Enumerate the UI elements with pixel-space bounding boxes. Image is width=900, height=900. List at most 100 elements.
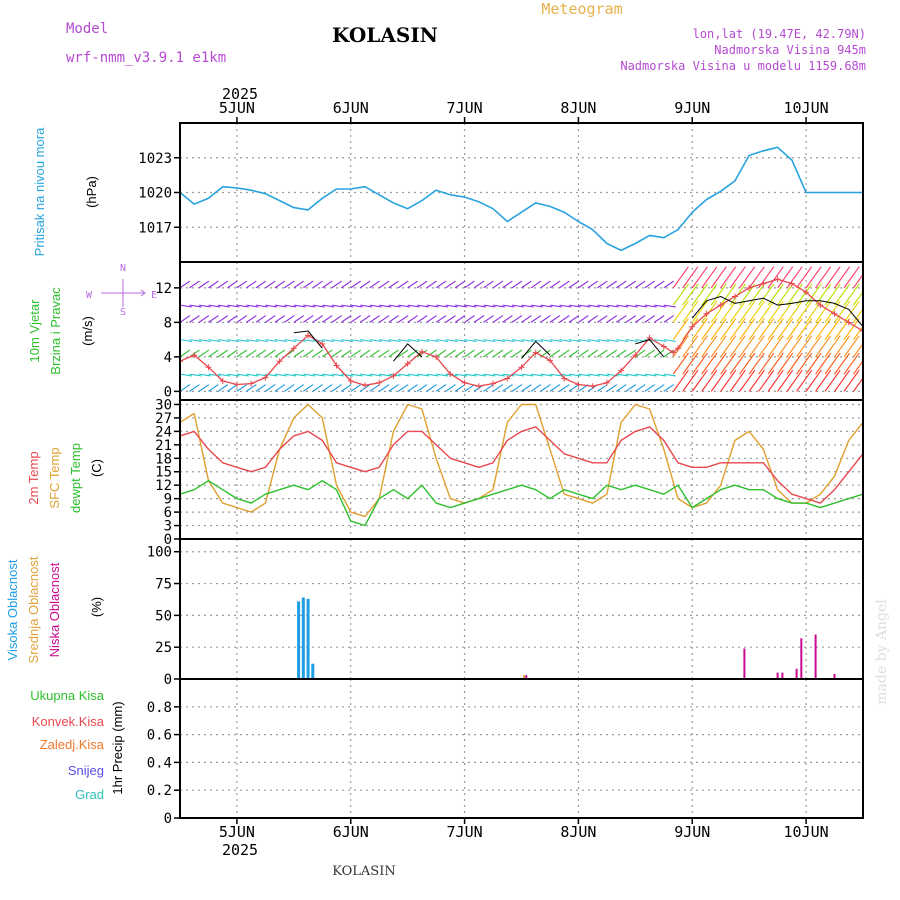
wind-barb xyxy=(416,280,428,289)
wind-barb xyxy=(274,280,286,289)
wind-barb xyxy=(455,373,468,377)
wind-barb xyxy=(701,318,718,340)
day-label: 6JUN xyxy=(333,99,369,117)
wind-barb xyxy=(360,304,373,308)
wind-barb xyxy=(824,369,841,392)
y-tick-label: 4 xyxy=(164,350,172,366)
wind-barb xyxy=(635,304,648,308)
wind-barb xyxy=(701,283,718,306)
wind-barb xyxy=(407,373,420,377)
pressure-ylabel: (hPa) xyxy=(84,176,99,208)
year-bottom: 2025 xyxy=(222,841,258,859)
wind-barb xyxy=(862,286,863,288)
wind-barb xyxy=(530,304,543,308)
wind-barb xyxy=(824,318,841,340)
wind-barb xyxy=(303,304,316,308)
y-tick-label: 50 xyxy=(155,608,172,624)
wind-barb xyxy=(729,352,746,375)
wind-barb xyxy=(265,304,278,308)
wind-barb xyxy=(663,384,675,392)
wind-barb xyxy=(587,349,599,358)
wind-barb xyxy=(824,335,841,358)
wind-barb xyxy=(739,266,756,289)
wind-speed-marker xyxy=(404,360,411,367)
wind-barb xyxy=(606,339,619,342)
wind-barb xyxy=(473,373,486,377)
wind-barb xyxy=(549,349,561,358)
wind-barb xyxy=(540,280,551,289)
wind-barb xyxy=(246,373,259,377)
wind-barb xyxy=(198,339,211,342)
wind-title-line1: 10m Vjetar xyxy=(27,299,42,363)
wind-barb xyxy=(824,283,841,306)
wind-barb xyxy=(340,349,352,358)
wind-barb xyxy=(331,304,344,308)
wind-speed-marker xyxy=(347,378,354,385)
wind-speed-marker xyxy=(717,302,724,309)
model-altitude-readout: Nadmorska Visina u modelu 1159.68m xyxy=(620,59,866,73)
wind-barb xyxy=(511,384,523,392)
wind-barb xyxy=(303,373,316,377)
footer-station: KOLASIN xyxy=(332,864,395,879)
compass-south-label: S xyxy=(120,307,126,318)
wind-barb xyxy=(189,304,202,308)
compass-arrows xyxy=(101,279,146,307)
wind-compass: N S W E xyxy=(86,263,157,318)
temp-plot xyxy=(180,403,863,527)
wind-barb xyxy=(331,373,344,377)
wind-barb xyxy=(445,349,456,358)
wind-barb xyxy=(767,266,784,289)
wind-barb xyxy=(672,300,689,323)
pressure-title: Pritisak na nivou mora xyxy=(32,127,47,256)
wind-barb xyxy=(303,339,316,342)
wind-barb xyxy=(653,315,665,323)
wind-barb xyxy=(701,352,718,375)
wind-barb xyxy=(511,339,524,342)
wind-barb xyxy=(853,308,863,323)
wind-barb xyxy=(796,266,813,289)
wind-barb xyxy=(284,384,295,392)
y-tick-label: 0.8 xyxy=(147,700,172,716)
wind-barb xyxy=(521,373,534,377)
precip-grid xyxy=(180,679,863,819)
wind-tick-labels: 0 4 8 12 xyxy=(155,281,180,400)
wind-barb xyxy=(379,373,392,377)
wind-barb xyxy=(303,280,314,289)
day-label: 8JUN xyxy=(560,823,596,841)
wind-barb xyxy=(293,304,306,308)
wind-barb xyxy=(796,352,813,375)
low-cloud-label: Niska Oblacnost xyxy=(47,562,62,657)
wind-barb xyxy=(644,280,656,289)
wind-barb xyxy=(359,349,371,358)
wind-barb xyxy=(587,339,600,342)
wind-speed-marker xyxy=(632,352,639,359)
wind-barb xyxy=(236,349,248,358)
wind-barb xyxy=(587,373,600,377)
wind-speed-marker xyxy=(376,379,383,386)
wind-barb xyxy=(729,318,746,340)
wind-barb xyxy=(321,315,333,323)
wind-barb xyxy=(578,373,591,377)
wind-barb xyxy=(815,352,832,375)
wind-barb xyxy=(208,304,221,308)
wind-barb xyxy=(265,339,278,342)
wind-barb xyxy=(568,384,580,392)
wind-barb xyxy=(236,373,249,377)
wind-barb xyxy=(710,266,727,289)
wind-barb xyxy=(568,304,581,308)
wind-barb xyxy=(350,280,362,289)
wind-barb xyxy=(796,300,813,323)
wind-barb xyxy=(691,352,708,375)
cloud-bar xyxy=(776,672,779,679)
wind-barb xyxy=(530,373,543,377)
wind-barb xyxy=(445,339,458,342)
day-label: 7JUN xyxy=(447,823,483,841)
wind-barb xyxy=(530,384,542,392)
wind-barb xyxy=(644,304,657,308)
wind-barb xyxy=(473,280,485,289)
wind-barb xyxy=(815,369,832,392)
wind-barb xyxy=(246,339,259,342)
wind-barb xyxy=(369,304,382,308)
wind-barb xyxy=(322,304,335,308)
year-top: 2025 xyxy=(222,85,258,103)
